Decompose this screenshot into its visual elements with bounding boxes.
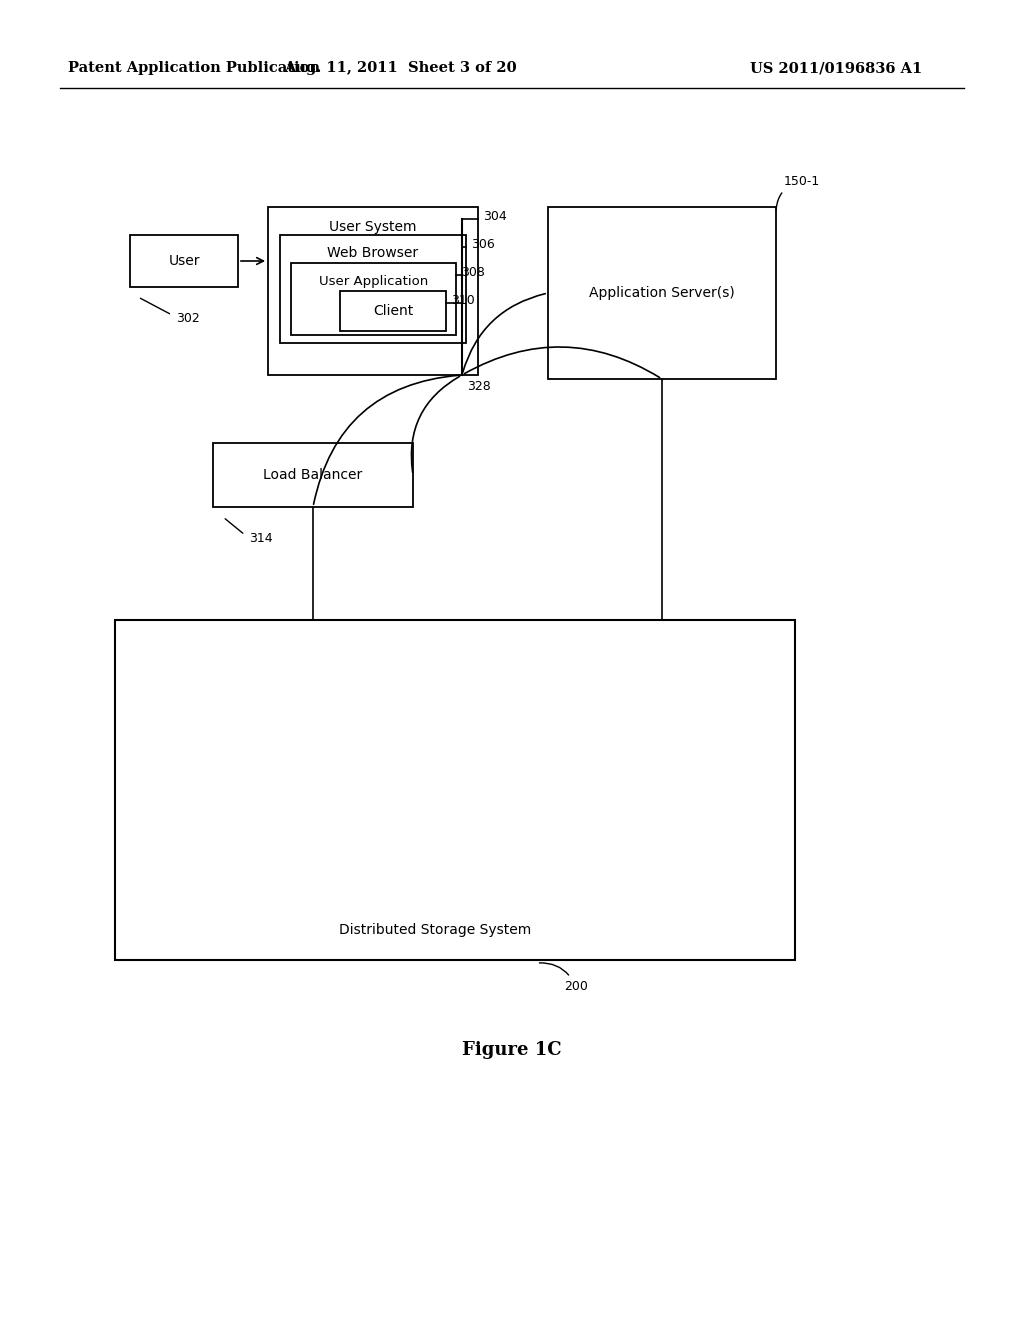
Text: Distributed Storage System: Distributed Storage System <box>339 923 531 937</box>
Bar <box>130 235 238 286</box>
Text: Application Server(s): Application Server(s) <box>589 286 735 300</box>
Text: 200: 200 <box>540 962 588 993</box>
Bar <box>268 207 478 375</box>
FancyArrowPatch shape <box>463 293 546 372</box>
Text: 302: 302 <box>176 313 200 326</box>
Bar <box>548 207 776 379</box>
Text: Patent Application Publication: Patent Application Publication <box>68 61 319 75</box>
Bar <box>213 444 413 507</box>
Text: US 2011/0196836 A1: US 2011/0196836 A1 <box>750 61 923 75</box>
Text: User Application: User Application <box>318 275 428 288</box>
Bar <box>115 620 795 960</box>
Text: Client: Client <box>373 304 413 318</box>
Text: User System: User System <box>330 220 417 234</box>
Bar <box>291 263 456 335</box>
Text: 150-1: 150-1 <box>776 176 820 210</box>
Text: 304: 304 <box>483 210 507 223</box>
Bar <box>340 290 446 331</box>
FancyArrowPatch shape <box>465 347 659 378</box>
Text: Figure 1C: Figure 1C <box>462 1041 562 1059</box>
Text: 308: 308 <box>461 267 485 280</box>
Text: Load Balancer: Load Balancer <box>263 469 362 482</box>
Text: 314: 314 <box>249 532 272 545</box>
FancyArrowPatch shape <box>313 375 459 504</box>
Text: Web Browser: Web Browser <box>328 246 419 260</box>
Text: Aug. 11, 2011  Sheet 3 of 20: Aug. 11, 2011 Sheet 3 of 20 <box>284 61 516 75</box>
Text: 328: 328 <box>467 380 490 393</box>
Text: 310: 310 <box>451 294 475 308</box>
Bar <box>280 235 466 343</box>
Text: User: User <box>168 253 200 268</box>
Text: 306: 306 <box>471 239 495 252</box>
FancyArrowPatch shape <box>412 376 460 473</box>
